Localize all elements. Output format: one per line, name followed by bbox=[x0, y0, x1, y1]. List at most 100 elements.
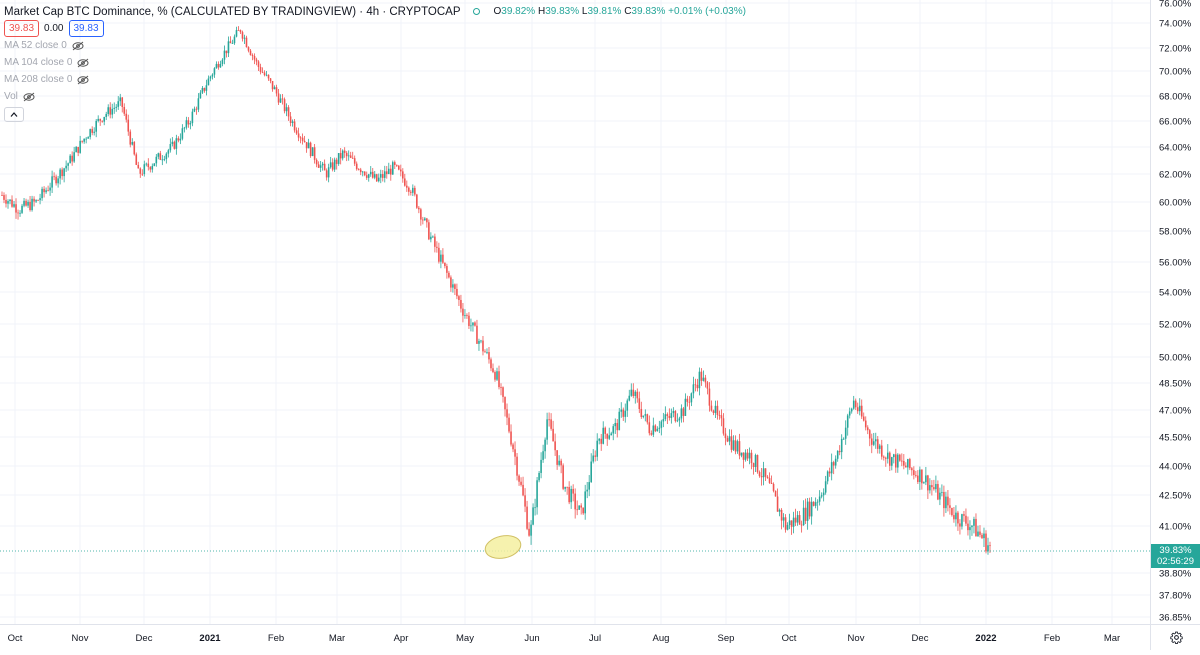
candle-body bbox=[181, 128, 184, 139]
symbol-title[interactable]: Market Cap BTC Dominance, % (CALCULATED … bbox=[4, 5, 461, 18]
candle-body bbox=[917, 475, 919, 482]
chart-settings-corner[interactable] bbox=[1150, 624, 1200, 650]
candle-body bbox=[17, 212, 19, 214]
open-key: O bbox=[493, 6, 502, 17]
candle-body bbox=[416, 194, 418, 208]
candle-body bbox=[506, 409, 508, 418]
candle-body bbox=[195, 108, 198, 110]
candle-body bbox=[410, 191, 412, 193]
candle-body bbox=[630, 389, 633, 396]
candle-body bbox=[438, 247, 440, 262]
candle-body bbox=[987, 545, 989, 552]
candle-body bbox=[800, 524, 803, 526]
candle-body bbox=[664, 414, 667, 420]
buy-button[interactable]: 39.83 bbox=[68, 20, 104, 37]
candle-body bbox=[880, 445, 883, 457]
candle-body bbox=[402, 171, 404, 179]
candle-body bbox=[317, 164, 320, 168]
candle-body bbox=[806, 501, 809, 521]
candle-body bbox=[490, 359, 492, 369]
chart-pane[interactable]: Market Cap BTC Dominance, % (CALCULATED … bbox=[0, 0, 1150, 624]
candle-body bbox=[834, 458, 837, 466]
candle-body bbox=[808, 501, 811, 517]
candle-body bbox=[794, 517, 797, 523]
candle-body bbox=[648, 422, 651, 434]
candle-body bbox=[462, 308, 464, 316]
candle-body bbox=[622, 409, 625, 417]
candle-body bbox=[333, 159, 336, 170]
candle-body bbox=[616, 422, 619, 431]
candle-body bbox=[915, 475, 917, 476]
candle-body bbox=[484, 351, 486, 353]
candle-body bbox=[329, 162, 332, 168]
candle-body bbox=[764, 468, 767, 477]
price-tick-label: 74.00% bbox=[1159, 19, 1192, 30]
indicator-volume[interactable]: Vol bbox=[4, 88, 746, 105]
candle-body bbox=[175, 138, 178, 149]
candle-body bbox=[444, 262, 446, 267]
collapse-legend-button[interactable] bbox=[4, 107, 24, 122]
candle-body bbox=[375, 174, 378, 182]
candle-body bbox=[770, 482, 773, 484]
candle-body bbox=[135, 154, 138, 165]
candle-body bbox=[907, 459, 909, 468]
candle-body bbox=[694, 384, 697, 386]
candle-body bbox=[722, 418, 725, 434]
candle-body bbox=[854, 400, 857, 408]
candle-body bbox=[848, 411, 851, 416]
candle-body bbox=[702, 377, 705, 381]
gear-icon[interactable] bbox=[1169, 631, 1183, 644]
candle-body bbox=[818, 496, 821, 502]
price-axis[interactable]: 76.00% 74.00% 72.00% 70.00% 68.00% 66.00% 64.0… bbox=[1150, 0, 1200, 624]
candle-body bbox=[931, 485, 933, 488]
candle-body bbox=[385, 171, 388, 175]
candle-body bbox=[536, 480, 538, 508]
candle-body bbox=[532, 507, 534, 525]
candle-body bbox=[596, 440, 599, 457]
candle-body bbox=[217, 63, 220, 68]
candle-body bbox=[542, 451, 544, 460]
indicator-ma52[interactable]: MA 52 close 0 bbox=[4, 37, 746, 54]
candle-body bbox=[261, 71, 264, 73]
sell-button[interactable]: 39.83 bbox=[4, 20, 40, 37]
candle-body bbox=[428, 222, 430, 240]
candle-body bbox=[608, 435, 611, 439]
candle-body bbox=[836, 450, 839, 459]
candle-body bbox=[3, 195, 5, 200]
eye-hidden-icon[interactable] bbox=[72, 41, 84, 51]
candle-body bbox=[472, 322, 474, 326]
candle-body bbox=[259, 66, 262, 72]
candle-body bbox=[692, 384, 695, 394]
candle-body bbox=[480, 340, 482, 342]
indicator-ma208[interactable]: MA 208 close 0 bbox=[4, 71, 746, 88]
candle-body bbox=[568, 487, 570, 503]
eye-hidden-icon[interactable] bbox=[77, 75, 89, 85]
eye-hidden-icon[interactable] bbox=[77, 58, 89, 68]
candle-body bbox=[151, 165, 154, 170]
highlight-ellipse bbox=[484, 535, 522, 559]
candle-body bbox=[684, 398, 687, 416]
candle-body bbox=[53, 176, 55, 178]
eye-hidden-icon[interactable] bbox=[23, 92, 35, 102]
price-chart[interactable] bbox=[0, 0, 1150, 624]
candle-body bbox=[983, 533, 985, 539]
candle-body bbox=[367, 174, 370, 178]
candle-body bbox=[147, 163, 150, 168]
candle-body bbox=[229, 41, 232, 44]
candle-body bbox=[295, 130, 298, 134]
candle-body bbox=[243, 37, 246, 39]
candle-body bbox=[678, 418, 681, 421]
candle-body bbox=[383, 171, 386, 178]
candle-body bbox=[947, 496, 949, 506]
price-tick-label: 41.00% bbox=[1159, 522, 1192, 533]
candle-body bbox=[959, 523, 961, 527]
candle-body bbox=[85, 138, 87, 140]
indicator-ma104[interactable]: MA 104 close 0 bbox=[4, 54, 746, 71]
high-value: 39.83% bbox=[545, 6, 580, 17]
candle-body bbox=[882, 456, 885, 458]
candle-body bbox=[594, 455, 597, 457]
time-tick-label: Jun bbox=[524, 633, 539, 644]
candle-body bbox=[688, 401, 691, 403]
candle-body bbox=[13, 204, 15, 207]
time-axis[interactable]: Oct Nov Dec 2021 Feb Mar Apr May Jun Jul Aug Sep Oct… bbox=[0, 624, 1150, 650]
